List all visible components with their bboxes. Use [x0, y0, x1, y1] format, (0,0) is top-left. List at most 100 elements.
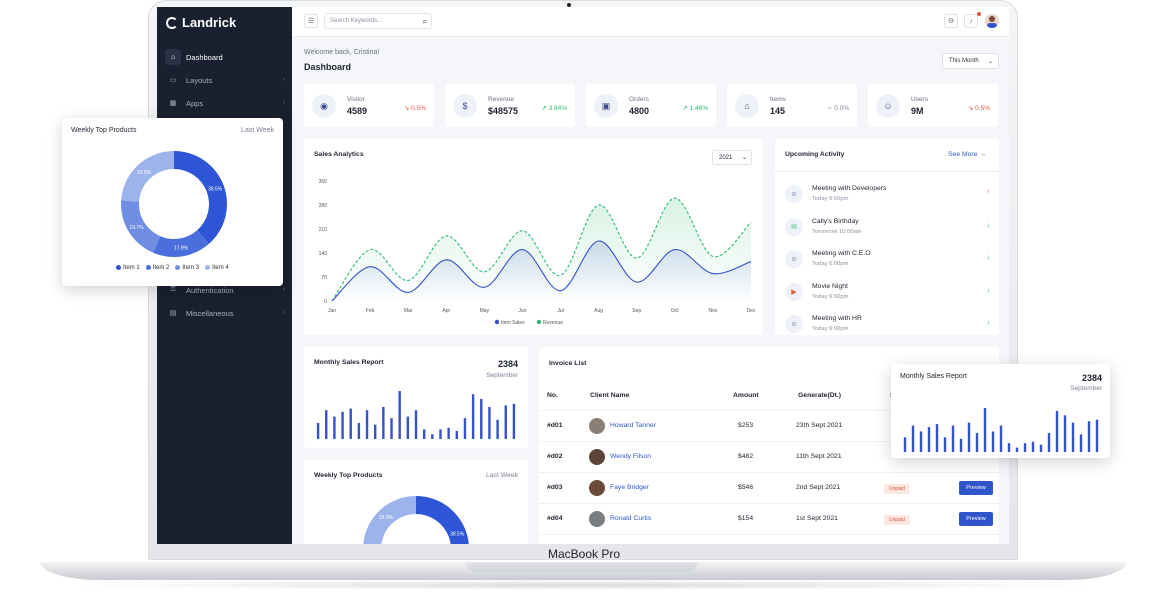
card-title: Monthly Sales Report	[314, 359, 384, 366]
laptop-notch	[466, 562, 698, 572]
status-badge: Unpaid	[884, 515, 910, 525]
sidebar-item-label: Authentication	[186, 285, 234, 295]
donut-legend: Item 1 Item 2 Item 3 Item 4	[116, 265, 229, 271]
activity-arrow-icon: ↓	[986, 319, 991, 326]
activity-item[interactable]: ☺ Meeting with Developers Today 6:00pm ↑	[785, 183, 990, 207]
bar	[1007, 443, 1011, 452]
brand-logo[interactable]: Landrick	[166, 15, 236, 30]
bar	[951, 425, 955, 452]
dollar-icon: $	[453, 94, 477, 118]
menu-toggle-button[interactable]: ☰	[304, 14, 318, 28]
activity-time: Today 6:00pm	[812, 326, 849, 332]
chevron-right-icon: ›	[283, 100, 285, 106]
notification-dot	[977, 12, 981, 16]
activity-title: Cally's Birthday	[812, 217, 859, 225]
sidebar-item-apps[interactable]: ▦ Apps ›	[165, 94, 285, 112]
settings-button[interactable]: ⚙	[944, 14, 958, 28]
table-row[interactable]: #d01 Howard Tanner $253 23th Sept 2021	[539, 410, 999, 441]
see-more-link[interactable]: See More →	[948, 151, 987, 158]
bell-icon: ♪	[969, 17, 973, 25]
legend-marker	[494, 319, 500, 325]
sidebar-item-dashboard[interactable]: ⌂ Dashboard	[165, 48, 285, 66]
activity-time: Today 6:00pm	[812, 196, 849, 202]
bar	[357, 423, 361, 439]
stat-trend: ↘ 0.5%	[403, 105, 426, 112]
sidebar-item-authentication[interactable]: ⚿ Authentication ›	[165, 281, 285, 299]
x-tick-label: Oct	[671, 308, 679, 314]
chevron-right-icon: ›	[283, 310, 285, 316]
trend-up-icon: ↗	[682, 105, 690, 112]
y-tick-label: 350	[319, 179, 328, 185]
bar	[975, 432, 979, 452]
bar	[1023, 443, 1027, 452]
bar	[406, 416, 410, 439]
stat-card-items[interactable]: ⌂ Items 145 ∼ 0.0%	[727, 84, 857, 127]
stat-trend: ↘ 0.5%	[967, 105, 990, 112]
client-name-link[interactable]: Wendy Filson	[610, 453, 652, 460]
status-badge: Unpaid	[884, 484, 910, 494]
sidebar-item-label: Miscellaneous	[186, 308, 234, 318]
chevron-right-icon: ›	[283, 287, 285, 293]
notifications-button[interactable]: ♪	[964, 14, 978, 28]
client-name-link[interactable]: Ronald Curtis	[610, 515, 652, 522]
stat-value: 145	[770, 106, 786, 116]
table-row[interactable]: #d02 Wendy Filson $482 11th Sept 2021	[539, 441, 999, 472]
weekly-top-period: Last Week	[241, 127, 274, 134]
activity-item[interactable]: ▶ Movie Night Today 6:00pm ↓	[785, 281, 990, 305]
client-name-link[interactable]: Howard Tanner	[610, 422, 656, 429]
apps-icon: ▦	[169, 100, 177, 107]
chevron-down-icon: ⌄	[987, 58, 993, 65]
floating-donut-chart: 38.5% 17.9% 19.7% 23.9%	[120, 151, 227, 257]
donut-slice	[121, 151, 174, 202]
invoice-amount: $253	[738, 422, 754, 429]
file-icon: ▤	[169, 310, 177, 317]
donut-slice	[153, 230, 210, 257]
y-tick-label: 0	[324, 299, 327, 305]
sidebar-item-layouts[interactable]: ▭ Layouts ›	[165, 71, 285, 89]
period-select-value: This Month	[949, 58, 979, 64]
arrow-right-icon: →	[977, 151, 987, 158]
invoice-number: #d04	[547, 515, 563, 522]
period-select[interactable]: This Month ⌄	[942, 53, 999, 69]
stat-trend: ↗ 1.46%	[682, 105, 708, 112]
stat-card-visitor[interactable]: ◉ Visitor 4589 ↘ 0.5%	[304, 84, 434, 127]
card-title: Monthly Sales Report	[900, 373, 967, 380]
avatar[interactable]	[985, 14, 999, 28]
table-row[interactable]: #d03 Faye Bridger $546 2nd Sept 2021 Unpaid P…	[539, 472, 999, 503]
bar	[911, 425, 915, 452]
floating-weekly-top-card: Weekly Top Products Last Week 38.5% 17.9%…	[62, 118, 283, 286]
stat-card-users[interactable]: ☺ Users 9M ↘ 0.5%	[868, 84, 998, 127]
activity-item[interactable]: ☺ Meeting with HR Today 6:00pm ↓	[785, 313, 990, 337]
bar	[414, 410, 418, 439]
stat-card-orders[interactable]: ▣ Orders 4800 ↗ 1.46%	[586, 84, 716, 127]
client-name-link[interactable]: Faye Bridger	[610, 484, 649, 491]
activity-item[interactable]: ✉ Cally's Birthday Tomorrow 10:00am ↓	[785, 216, 990, 240]
bar	[991, 431, 995, 452]
stat-value: $48575	[488, 106, 519, 116]
y-tick-label: 210	[319, 227, 328, 233]
activity-time: Today 6:00pm	[812, 293, 849, 300]
stat-label: Users	[911, 96, 928, 103]
users-icon: ☺	[785, 185, 803, 203]
stat-card-revenue[interactable]: $ Revenue $48575 ↗ 3.84%	[445, 84, 575, 127]
preview-button[interactable]: Preview	[959, 512, 993, 526]
legend-marker	[145, 265, 151, 270]
year-select[interactable]: 2021 ⌄	[712, 150, 752, 165]
bar	[382, 407, 385, 439]
preview-button[interactable]: Preview	[959, 481, 993, 495]
sidebar-item-miscellaneous[interactable]: ▤ Miscellaneous ›	[165, 304, 285, 322]
bar	[1039, 444, 1043, 452]
card-title: Weekly Top Products	[314, 472, 383, 479]
sidebar-item-label: Layouts	[186, 75, 213, 85]
bar	[943, 437, 947, 452]
device-label: MacBook Pro	[548, 547, 621, 561]
donut-slice	[120, 200, 161, 253]
legend-marker	[175, 265, 181, 270]
card-title: Weekly Top Products	[71, 127, 137, 134]
invoice-date: 23th Sept 2021	[796, 422, 843, 429]
search-input[interactable]: Search Keywords... ⌕	[324, 13, 432, 29]
bar	[398, 391, 401, 439]
users-icon: ☺	[876, 94, 900, 118]
table-row[interactable]: #d04 Ronald Curtis $154 1st Sept 2021 Unpaid…	[539, 503, 999, 534]
activity-item[interactable]: ☺ Meeting with C.E.O Today 6:00pm ↓	[785, 248, 990, 272]
